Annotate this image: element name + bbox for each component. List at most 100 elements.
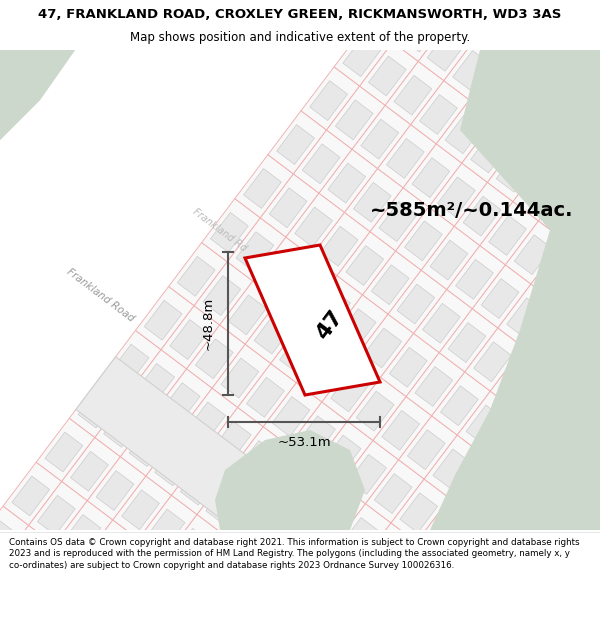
Polygon shape	[588, 84, 600, 124]
Polygon shape	[437, 177, 475, 217]
Polygon shape	[398, 416, 457, 479]
Polygon shape	[504, 89, 542, 129]
Text: Map shows position and indicative extent of the property.: Map shows position and indicative extent…	[130, 31, 470, 44]
Polygon shape	[487, 139, 546, 202]
Polygon shape	[455, 259, 493, 299]
Polygon shape	[583, 356, 600, 396]
Polygon shape	[527, 589, 565, 625]
Polygon shape	[227, 218, 286, 281]
Polygon shape	[256, 446, 314, 509]
Polygon shape	[388, 270, 447, 333]
Polygon shape	[498, 284, 557, 348]
Polygon shape	[539, 177, 597, 240]
Polygon shape	[424, 435, 483, 498]
Polygon shape	[214, 421, 251, 461]
Polygon shape	[4, 539, 42, 579]
Polygon shape	[347, 378, 406, 441]
Polygon shape	[62, 438, 121, 501]
Polygon shape	[519, 0, 557, 2]
Polygon shape	[206, 484, 244, 524]
Polygon shape	[537, 45, 575, 85]
Polygon shape	[334, 581, 371, 621]
Polygon shape	[594, 0, 600, 7]
Polygon shape	[547, 191, 585, 231]
Polygon shape	[203, 276, 241, 316]
Polygon shape	[491, 424, 529, 464]
Polygon shape	[510, 0, 569, 12]
Polygon shape	[532, 318, 570, 357]
Polygon shape	[286, 193, 344, 256]
Polygon shape	[196, 339, 233, 379]
Polygon shape	[598, 229, 600, 269]
Polygon shape	[505, 221, 564, 284]
Polygon shape	[593, 424, 600, 488]
Polygon shape	[404, 221, 442, 261]
Polygon shape	[178, 256, 215, 296]
Polygon shape	[536, 0, 594, 31]
Polygon shape	[367, 537, 404, 577]
Polygon shape	[223, 490, 281, 553]
Polygon shape	[344, 169, 403, 232]
Polygon shape	[481, 279, 519, 319]
Polygon shape	[0, 50, 75, 140]
Text: Contains OS data © Crown copyright and database right 2021. This information is : Contains OS data © Crown copyright and d…	[9, 538, 580, 570]
Polygon shape	[332, 504, 391, 567]
Polygon shape	[155, 446, 193, 486]
Polygon shape	[311, 213, 370, 276]
Polygon shape	[12, 476, 50, 516]
Polygon shape	[597, 152, 600, 216]
Polygon shape	[245, 245, 380, 395]
Polygon shape	[457, 391, 516, 454]
Polygon shape	[0, 50, 75, 140]
Polygon shape	[383, 542, 442, 606]
Polygon shape	[558, 336, 596, 376]
Polygon shape	[544, 594, 600, 625]
Polygon shape	[382, 411, 419, 450]
Polygon shape	[460, 600, 519, 625]
Polygon shape	[430, 50, 600, 530]
Polygon shape	[181, 465, 218, 505]
Polygon shape	[578, 551, 600, 614]
Polygon shape	[292, 611, 350, 625]
Polygon shape	[163, 382, 200, 423]
Polygon shape	[585, 488, 600, 551]
Polygon shape	[557, 259, 600, 322]
Polygon shape	[340, 441, 398, 504]
Polygon shape	[247, 378, 284, 418]
Polygon shape	[400, 493, 437, 532]
Polygon shape	[316, 498, 353, 538]
Polygon shape	[212, 344, 271, 408]
Text: ~585m²/~0.144ac.: ~585m²/~0.144ac.	[370, 201, 574, 219]
Text: 47: 47	[313, 307, 347, 343]
Polygon shape	[215, 430, 365, 530]
Polygon shape	[30, 559, 68, 598]
Polygon shape	[241, 572, 299, 625]
Polygon shape	[580, 147, 600, 187]
Polygon shape	[411, 81, 469, 144]
Polygon shape	[129, 427, 167, 466]
Polygon shape	[466, 405, 504, 445]
Polygon shape	[389, 348, 427, 387]
Polygon shape	[554, 51, 600, 114]
Polygon shape	[412, 158, 450, 198]
Polygon shape	[591, 292, 600, 332]
Polygon shape	[313, 289, 350, 329]
Polygon shape	[208, 616, 266, 625]
Polygon shape	[343, 37, 380, 77]
Polygon shape	[304, 276, 362, 339]
Polygon shape	[323, 435, 361, 475]
Polygon shape	[483, 411, 541, 474]
Polygon shape	[144, 301, 182, 340]
Polygon shape	[513, 158, 572, 221]
Polygon shape	[415, 366, 452, 406]
Polygon shape	[272, 397, 310, 436]
Polygon shape	[257, 523, 295, 562]
Polygon shape	[335, 100, 373, 140]
Polygon shape	[146, 432, 205, 495]
Polygon shape	[359, 600, 397, 625]
Polygon shape	[346, 246, 383, 286]
Polygon shape	[96, 471, 134, 511]
Polygon shape	[88, 457, 146, 520]
Polygon shape	[531, 240, 590, 303]
Polygon shape	[516, 366, 575, 430]
